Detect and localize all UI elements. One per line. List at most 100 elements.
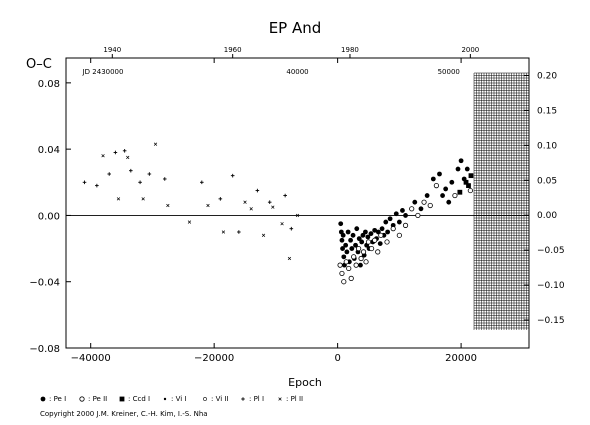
marker-filled-square <box>457 189 463 195</box>
data-point <box>464 166 470 172</box>
marker-filled-circle <box>383 219 389 225</box>
marker-cross-b <box>287 256 292 261</box>
marker-filled-circle <box>40 396 46 402</box>
marker-filled-circle <box>449 179 455 185</box>
marker-open-circle <box>358 255 364 262</box>
marker-filled-circle <box>464 166 470 172</box>
marker-filled-circle <box>424 193 430 198</box>
marker-cross-b <box>116 197 121 201</box>
data-point <box>351 254 357 260</box>
marker-filled-circle <box>359 239 365 245</box>
data-point <box>365 234 371 240</box>
y-tick-label: −0.08 <box>29 344 60 355</box>
marker-filled-circle <box>443 186 449 192</box>
data-point <box>372 227 378 233</box>
y2-tick-label: 0.20 <box>537 71 557 81</box>
marker-open-circle <box>346 265 352 272</box>
year-tick-label: 1940 <box>103 46 121 54</box>
marker-filled-circle <box>396 219 402 225</box>
y2-tick-label: −0.05 <box>537 246 565 256</box>
marker-filled-circle <box>368 231 374 237</box>
marker-filled-circle <box>387 216 393 222</box>
marker-filled-circle <box>458 158 464 164</box>
data-point <box>341 254 347 260</box>
jd-tick-label: 40000 <box>286 68 308 76</box>
marker-filled-circle <box>338 221 344 227</box>
marker-filled-circle <box>349 246 355 251</box>
data-point <box>345 229 351 235</box>
data-point <box>348 237 353 243</box>
data-point <box>356 245 362 252</box>
y-tick-label: 0.00 <box>38 211 60 222</box>
data-point <box>452 192 458 199</box>
marker-filled-circle <box>393 211 399 217</box>
data-point <box>141 197 145 201</box>
data-point <box>393 211 399 217</box>
marker-filled-circle <box>360 232 366 238</box>
marker-filled-circle <box>379 226 385 232</box>
marker-filled-circle <box>354 226 360 232</box>
legend-marker <box>203 397 207 401</box>
data-point <box>353 262 359 268</box>
marker-open-circle <box>409 206 415 212</box>
data-point <box>368 231 374 237</box>
data-point <box>353 242 358 248</box>
marker-cross-b <box>141 197 145 201</box>
y-axis-label: O–C <box>26 57 52 72</box>
y2-tick-label: 0.15 <box>537 106 557 116</box>
marker-filled-circle <box>418 206 424 212</box>
data-point <box>377 241 383 247</box>
data-point <box>359 239 365 245</box>
marker-filled-circle <box>339 237 345 243</box>
x-tick-label: 20000 <box>445 353 477 364</box>
y2-tick-label: 0.10 <box>537 141 557 151</box>
data-point <box>107 172 112 176</box>
marker-filled-circle <box>430 176 436 182</box>
x-axis-label: Epoch <box>288 376 322 389</box>
data-point <box>466 183 471 188</box>
y-tick-label: −0.04 <box>29 278 60 289</box>
data-point <box>424 193 430 198</box>
marker-cross-b <box>126 155 130 160</box>
data-point <box>372 237 378 243</box>
marker-cross-b <box>187 220 192 224</box>
marker-filled-circle <box>446 199 452 205</box>
marker-cross-b <box>280 222 284 226</box>
data-point <box>400 208 405 213</box>
data-point <box>356 236 362 242</box>
marker-open-circle <box>356 245 362 252</box>
marker-filled-circle <box>455 166 461 172</box>
data-point <box>126 155 130 160</box>
data-point <box>354 226 360 232</box>
marker-open-circle <box>375 249 381 255</box>
data-point <box>363 259 369 265</box>
legend-marker <box>79 396 85 402</box>
data-point <box>350 232 356 238</box>
y2-tick-label: −0.15 <box>537 316 565 326</box>
data-point <box>295 213 300 218</box>
data-point <box>360 232 366 238</box>
data-point <box>383 219 389 225</box>
data-point <box>360 249 367 255</box>
data-point <box>468 173 474 179</box>
marker-open-circle <box>467 187 473 194</box>
marker-cross-b <box>101 154 105 158</box>
data-points <box>82 142 474 285</box>
y-tick-label: 0.04 <box>38 145 60 156</box>
legend-label: : Pl I <box>249 395 264 403</box>
data-point <box>368 245 375 252</box>
legend-marker <box>241 397 245 401</box>
legend-marker <box>119 396 125 402</box>
data-point <box>358 262 363 268</box>
data-point <box>283 193 287 198</box>
data-point <box>162 177 167 181</box>
chart-title: EP And <box>269 19 322 37</box>
data-point <box>230 173 235 178</box>
marker-filled-square <box>119 396 125 402</box>
data-point <box>446 199 452 205</box>
data-point <box>280 222 284 226</box>
data-point <box>396 232 402 238</box>
marker-filled-circle <box>350 232 356 238</box>
data-point <box>443 186 449 192</box>
